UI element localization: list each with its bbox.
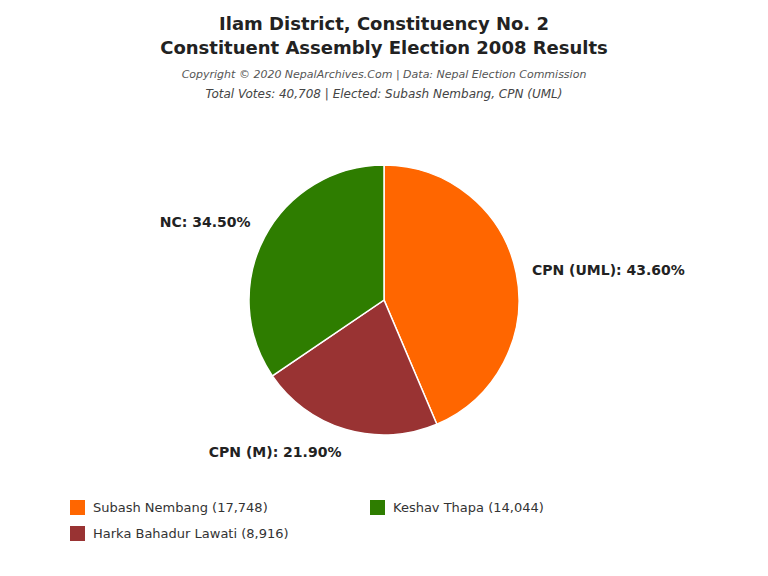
- data-label: NC: 34.50%: [160, 214, 251, 230]
- legend-label: Subash Nembang (17,748): [93, 500, 268, 515]
- title: Constituent Assembly Election 2008 Resul…: [160, 37, 608, 58]
- legend: Subash Nembang (17,748) Keshav Thapa (14,…: [70, 500, 544, 541]
- data-label: CPN (UML): 43.60%: [532, 262, 685, 278]
- title: Ilam District, Constituency No. 2: [219, 13, 549, 34]
- annotation: Copyright © 2020 NepalArchives.Com | Dat…: [182, 68, 587, 81]
- subtitle: Total Votes: 40,708 | Elected: Subash Ne…: [206, 87, 563, 101]
- data-labels: CPN (UML): 43.60% CPN (M): 21.90% NC: 34.5…: [160, 214, 685, 461]
- chart: Ilam District, Constituency No. 2 Constit…: [0, 0, 768, 576]
- pie: [249, 165, 519, 435]
- legend-label: Harka Bahadur Lawati (8,916): [93, 526, 289, 541]
- legend-swatch: [70, 526, 85, 541]
- legend-swatch: [370, 500, 385, 515]
- legend-label: Keshav Thapa (14,044): [393, 500, 544, 515]
- legend-swatch: [70, 500, 85, 515]
- slice: [249, 165, 384, 376]
- data-label: CPN (M): 21.90%: [209, 444, 342, 460]
